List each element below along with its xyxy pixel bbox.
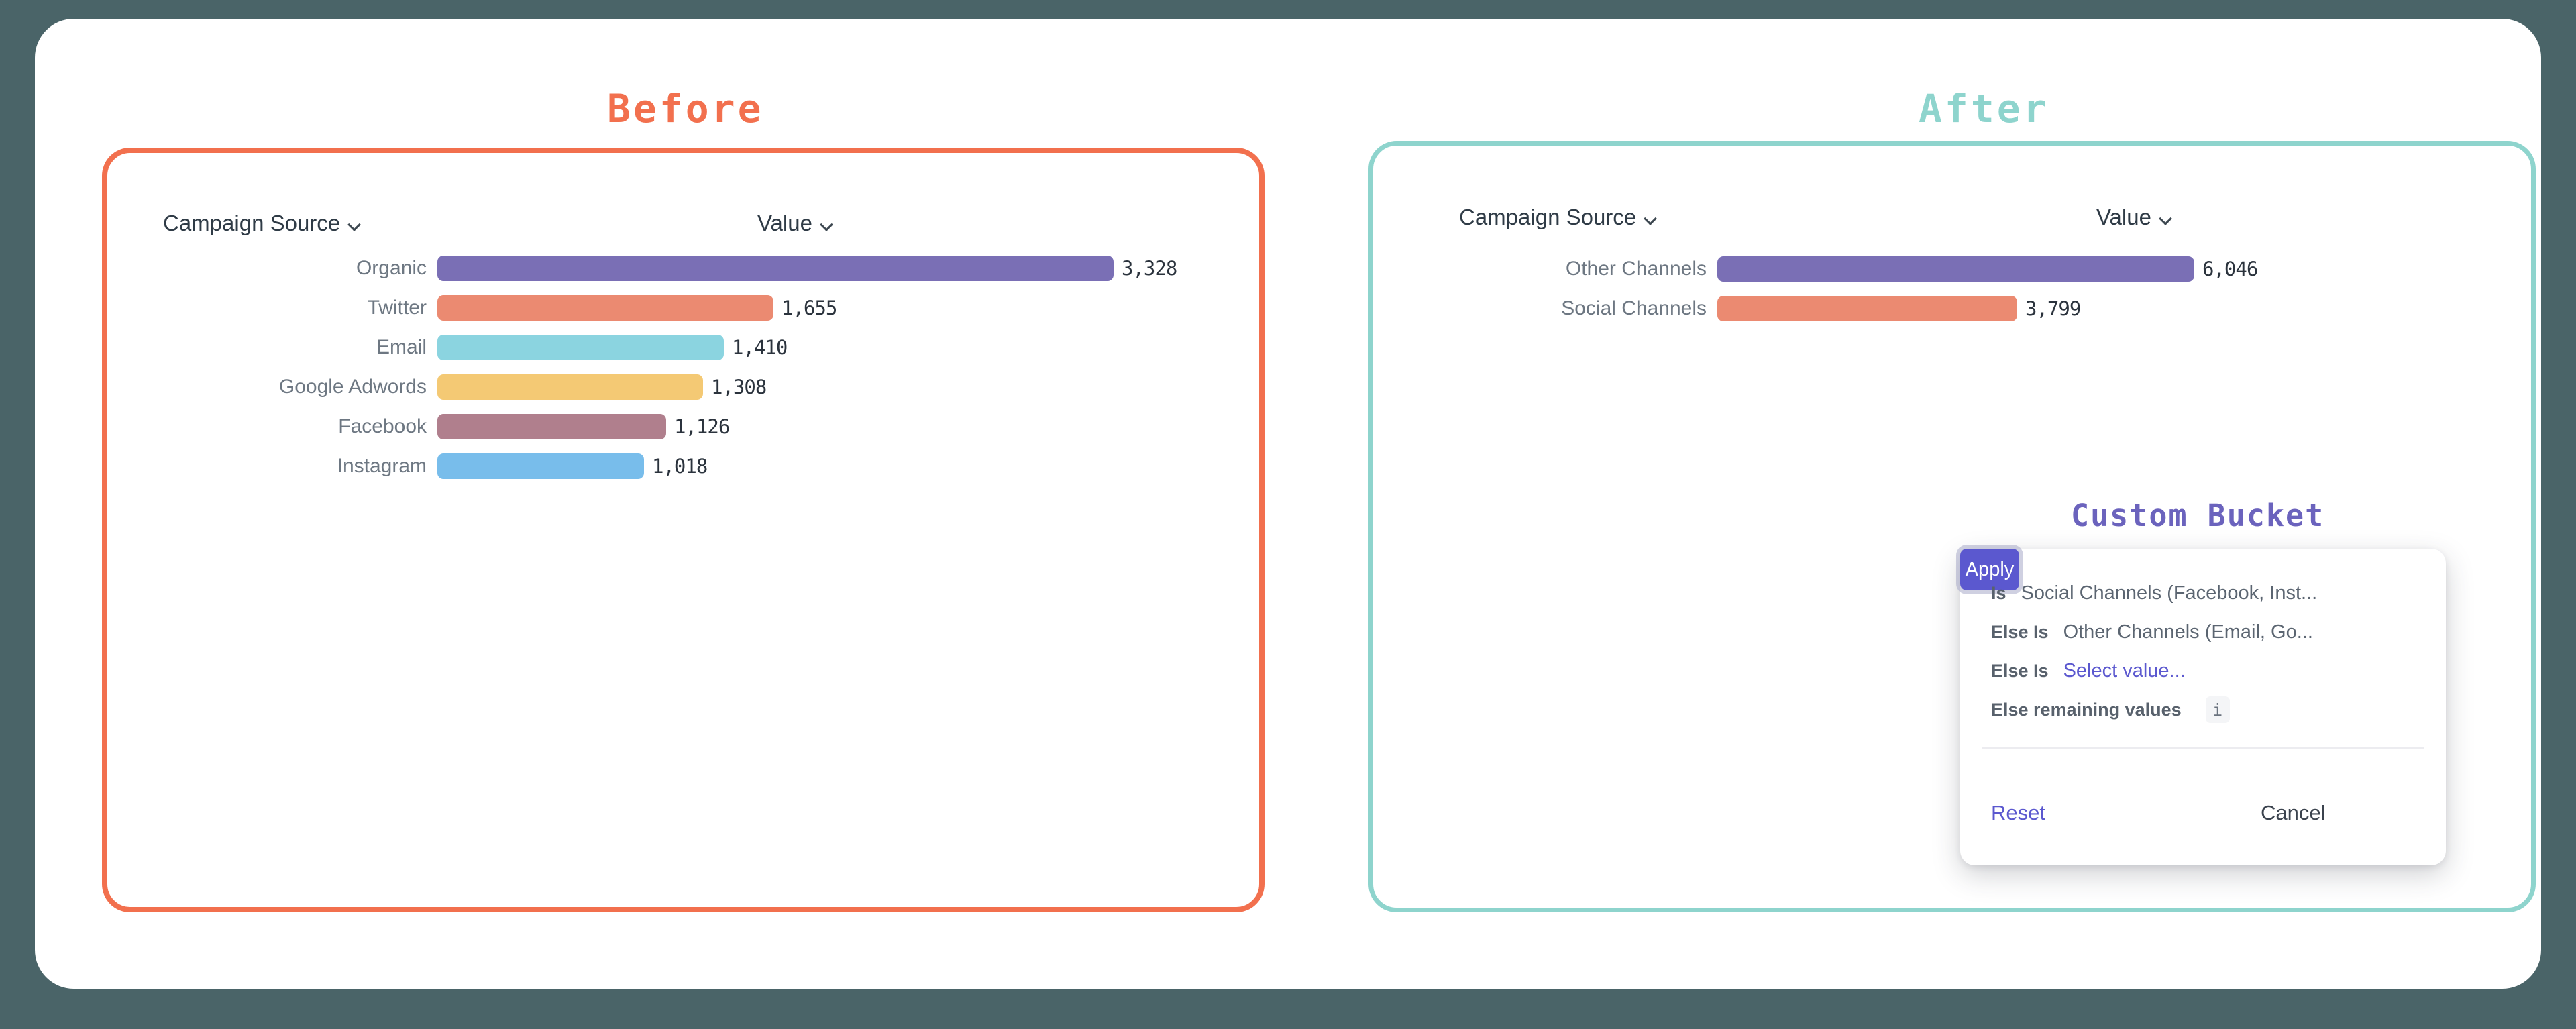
apply-button[interactable]: Apply (1960, 549, 2019, 590)
bar-value-label: 6,046 (2202, 258, 2258, 280)
before-category-header-label: Campaign Source (163, 211, 341, 235)
bar-value-label: 3,799 (2025, 297, 2081, 320)
chevron-down-icon (821, 220, 834, 227)
bar-category-label: Email (376, 336, 427, 358)
cancel-button[interactable]: Cancel (2261, 801, 2326, 824)
custom-bucket-title: Custom Bucket (2071, 498, 2325, 533)
bucket-rule-value[interactable]: Select value... (2063, 659, 2186, 682)
bar-category-label: Twitter (367, 296, 427, 319)
bucket-rule-value[interactable]: Social Channels (Facebook, Inst... (2021, 582, 2318, 604)
bar-category-label: Instagram (337, 455, 427, 477)
reset-button[interactable]: Reset (1991, 801, 2045, 824)
bucket-rule-operator: Is (1991, 582, 2006, 603)
bucket-rule-row[interactable]: Else Is Select value... (1991, 657, 2186, 684)
bar-row[interactable]: Twitter 1,655 (107, 292, 1259, 324)
popup-divider (1982, 747, 2424, 749)
bar[interactable] (437, 414, 666, 439)
bar-row[interactable]: Facebook 1,126 (107, 411, 1259, 443)
bar-value-label: 1,126 (674, 415, 730, 438)
before-value-header-label: Value (757, 211, 812, 235)
info-icon[interactable]: i (2205, 696, 2230, 723)
custom-bucket-popup: Is Social Channels (Facebook, Inst... Else… (1960, 549, 2446, 865)
chevron-down-icon (1645, 214, 1658, 221)
bar-row[interactable]: Other Channels 6,046 (1373, 253, 2531, 285)
bar-row[interactable]: Google Adwords 1,308 (107, 371, 1259, 403)
bar[interactable] (437, 453, 644, 479)
bucket-rule-operator: Else Is (1991, 621, 2049, 642)
bar-category-label: Facebook (338, 415, 427, 437)
before-panel: Campaign Source Value Organic 3,328 Twitte… (102, 148, 1265, 912)
bar-value-label: 1,655 (782, 296, 837, 319)
bucket-rule-row[interactable]: Else remaining values i (1991, 696, 2230, 723)
page-card: Before Campaign Source Value Organic 3,32… (35, 19, 2541, 989)
bar[interactable] (437, 374, 703, 400)
bucket-rule-operator: Else remaining values (1991, 699, 2182, 720)
bar[interactable] (437, 335, 724, 360)
chevron-down-icon (2160, 214, 2173, 221)
bar-category-label: Google Adwords (278, 376, 427, 398)
bucket-rule-operator: Else Is (1991, 660, 2049, 681)
bar-value-label: 3,328 (1122, 257, 1177, 280)
bucket-rule-row[interactable]: Is Social Channels (Facebook, Inst... (1991, 580, 2317, 606)
after-category-header-label: Campaign Source (1459, 205, 1637, 229)
bar-row[interactable]: Organic 3,328 (107, 252, 1259, 284)
bar[interactable] (437, 295, 773, 321)
bar[interactable] (1717, 256, 2194, 282)
before-section-title: Before (607, 86, 764, 131)
bar-row[interactable]: Email 1,410 (107, 331, 1259, 364)
after-section-title: After (1919, 86, 2049, 131)
bar-category-label: Organic (356, 257, 427, 279)
bar-category-label: Other Channels (1565, 258, 1707, 280)
bar[interactable] (1717, 296, 2017, 321)
chevron-down-icon (349, 220, 362, 227)
before-category-header[interactable]: Campaign Source (163, 211, 362, 236)
bar-row[interactable]: Social Channels 3,799 (1373, 292, 2531, 325)
bar-row[interactable]: Instagram 1,018 (107, 450, 1259, 482)
bucket-rule-value[interactable]: Other Channels (Email, Go... (2063, 620, 2313, 643)
before-value-header[interactable]: Value (757, 211, 834, 236)
after-category-header[interactable]: Campaign Source (1459, 205, 1658, 230)
after-value-header-label: Value (2096, 205, 2151, 229)
bucket-rule-row[interactable]: Else Is Other Channels (Email, Go... (1991, 618, 2313, 645)
after-value-header[interactable]: Value (2096, 205, 2173, 230)
bar-value-label: 1,410 (732, 336, 788, 359)
bar-value-label: 1,018 (652, 455, 708, 478)
bar-value-label: 1,308 (711, 376, 767, 398)
bar-category-label: Social Channels (1561, 297, 1707, 319)
bar[interactable] (437, 256, 1114, 281)
